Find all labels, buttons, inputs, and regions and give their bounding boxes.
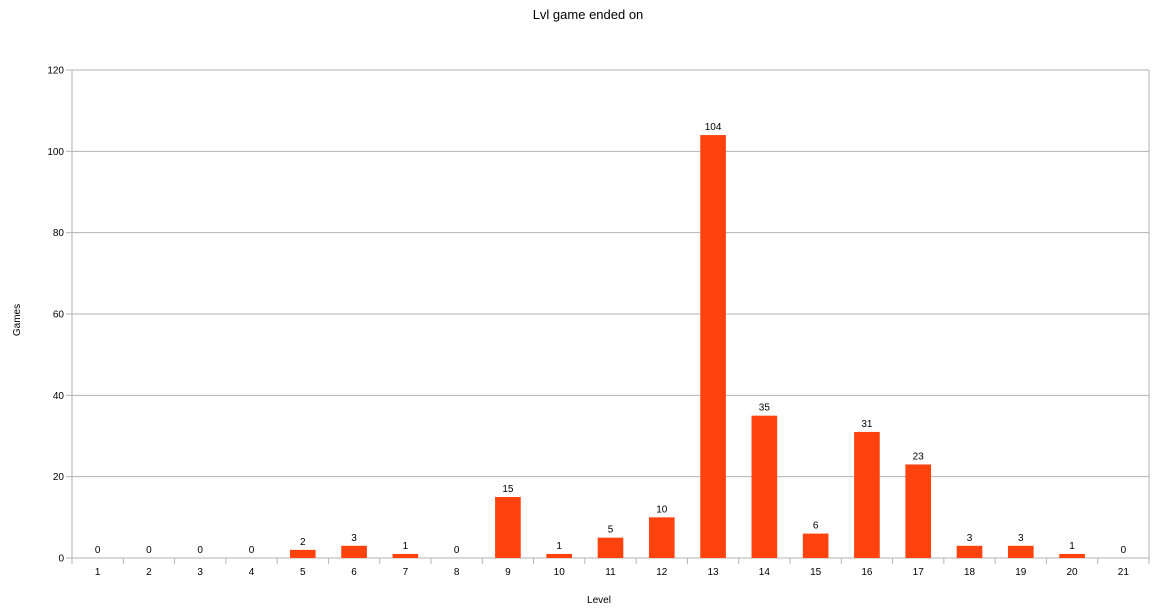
x-tick-label: 11	[605, 567, 616, 578]
y-tick-label: 100	[47, 147, 64, 158]
chart-title: Lvl game ended on	[533, 7, 644, 22]
data-label: 1	[556, 541, 562, 552]
data-label: 2	[300, 537, 306, 548]
x-tick-label: 8	[454, 567, 460, 578]
y-tick-label: 40	[53, 391, 65, 402]
bar	[751, 415, 778, 558]
bar	[700, 135, 726, 559]
x-axis-label: Level	[587, 595, 611, 606]
x-tick-label: 18	[964, 567, 976, 578]
y-tick-labels: 0 20 40 60 80 100 120	[47, 66, 64, 565]
data-label: 5	[608, 525, 614, 536]
data-label: 31	[861, 419, 873, 430]
bar	[1059, 553, 1085, 558]
y-tick-label: 60	[53, 310, 65, 321]
data-label: 6	[813, 521, 819, 532]
data-label: 1	[403, 541, 409, 552]
data-label: 0	[197, 545, 203, 556]
bar	[648, 517, 675, 558]
y-tick-label: 0	[58, 554, 64, 565]
x-tick-label: 7	[403, 567, 409, 578]
gridlines	[72, 69, 1149, 559]
bar	[854, 431, 880, 558]
data-label: 0	[95, 545, 101, 556]
x-tick-label: 15	[810, 567, 822, 578]
bar	[546, 553, 573, 558]
data-label: 3	[1018, 533, 1024, 544]
data-label: 23	[913, 451, 925, 462]
bar	[289, 549, 316, 558]
x-tick-label: 10	[554, 567, 566, 578]
data-label: 0	[146, 545, 152, 556]
data-label: 1	[1069, 541, 1075, 552]
bar	[905, 464, 932, 558]
x-tick-label: 3	[197, 567, 203, 578]
y-tick-label: 80	[53, 228, 65, 239]
bars	[289, 135, 1085, 559]
data-label: 0	[249, 545, 255, 556]
bar	[597, 537, 624, 558]
x-tick-label: 20	[1067, 567, 1079, 578]
data-label: 15	[502, 484, 514, 495]
bar	[341, 545, 367, 558]
y-axis-label: Games	[12, 304, 23, 336]
data-label: 10	[656, 504, 668, 515]
x-tick-label: 5	[300, 567, 306, 578]
data-label: 0	[1121, 545, 1127, 556]
x-tick-label: 12	[656, 567, 668, 578]
x-tick-labels: 1 2 3 4 5 6 7 8 9 10 11 12 13 14 15 16 17 18 19 20 21	[95, 567, 1129, 578]
x-tick-label: 17	[913, 567, 925, 578]
axes	[66, 69, 1150, 564]
x-tick-label: 21	[1118, 567, 1130, 578]
y-tick-label: 20	[53, 472, 65, 483]
y-tick-label: 120	[47, 66, 64, 77]
bar	[956, 545, 983, 558]
bar	[802, 533, 829, 558]
x-tick-label: 4	[249, 567, 255, 578]
x-tick-label: 1	[95, 567, 101, 578]
data-label: 104	[705, 122, 722, 133]
x-tick-label: 2	[146, 567, 152, 578]
x-tick-label: 19	[1015, 567, 1027, 578]
bar	[1007, 545, 1034, 558]
data-label: 35	[759, 403, 771, 414]
x-tick-label: 6	[351, 567, 357, 578]
data-label: 0	[454, 545, 460, 556]
data-label: 3	[967, 533, 973, 544]
data-label: 3	[351, 533, 357, 544]
x-tick-label: 9	[505, 567, 511, 578]
x-tick-label: 14	[759, 567, 771, 578]
bar	[392, 553, 419, 558]
x-tick-label: 16	[861, 567, 873, 578]
bar	[495, 497, 521, 558]
x-tick-label: 13	[708, 567, 720, 578]
